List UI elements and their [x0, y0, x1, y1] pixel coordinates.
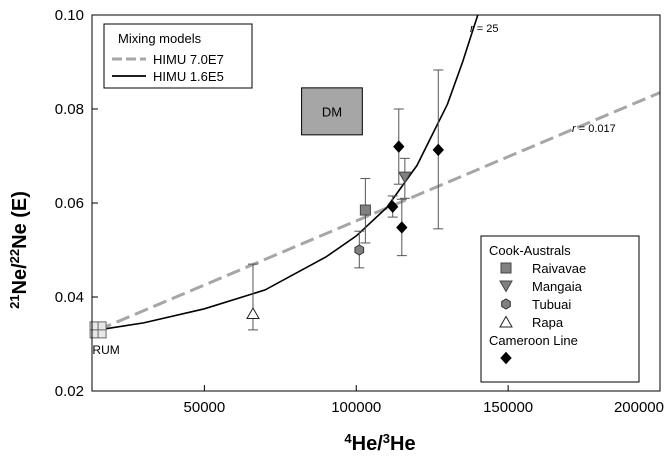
y-tick-label-4: 0.10 — [55, 7, 84, 24]
axes: 50000 100000 150000 200000 0.02 0.04 0.06 0.08 0… — [55, 7, 664, 416]
curve-label-r-25-value: = 25 — [474, 23, 499, 35]
sample-legend-group-title-0: Cook-Australs — [489, 243, 571, 258]
curve-label-r-0017-italic: r — [572, 123, 577, 135]
y-axis-title-part-a: Ne/ — [9, 263, 31, 295]
y-axis-title-part-b: Ne (E) — [9, 191, 31, 249]
rapa-point-0 — [246, 306, 260, 319]
mixing-curve-himu-7-0e7 — [97, 91, 660, 332]
cameroon-line-point-3 — [432, 143, 444, 157]
sample-legend-marker-0-2 — [501, 298, 511, 310]
curve-label-r-25-italic: r — [470, 23, 475, 35]
x-tick-label-2: 150000 — [483, 399, 533, 416]
y-tick-label-3: 0.08 — [55, 101, 84, 118]
mixing-curve-himu-1-6e5 — [97, 15, 479, 331]
x-tick-label-3: 200000 — [614, 399, 664, 416]
sample-legend-marker-0-3 — [499, 315, 513, 328]
cameroon-line-point-2 — [396, 221, 408, 234]
curve-label-r-0017-value: = 0.017 — [576, 123, 616, 135]
x-tick-label-0: 50000 — [184, 399, 226, 416]
sample-legend-label-0-0: Raivavae — [532, 261, 586, 276]
mixing-legend-label-1: HIMU 1.6E5 — [153, 69, 224, 84]
x-axis-title-part-b: He — [390, 433, 416, 455]
dm-endmember-box — [301, 87, 363, 136]
sample-legend-marker-0-0 — [500, 262, 512, 274]
sample-legend-group-title-1: Cameroon Line — [489, 333, 578, 348]
y-axis-title: 21Ne/22Ne (E) — [7, 191, 31, 309]
mixing-legend-box — [103, 23, 253, 89]
cameroon-line-point-1 — [387, 200, 399, 214]
y-tick-label-1: 0.04 — [55, 289, 84, 306]
y-tick-label-2: 0.06 — [55, 195, 84, 212]
mixing-models-legend: Mixing models HIMU 7.0E7 HIMU 1.6E5 — [103, 23, 253, 89]
sample-legend-marker-0-1 — [499, 280, 513, 293]
mixing-legend-title: Mixing models — [118, 31, 202, 46]
cameroon-line-point-0 — [393, 140, 405, 153]
rum-label: RUM — [92, 343, 119, 357]
sample-legend-marker-1-0 — [500, 351, 512, 365]
y-axis-title-sup2: 22 — [7, 249, 22, 263]
mangaia-point-0 — [397, 171, 412, 184]
sample-legend-label-0-1: Mangaia — [532, 279, 583, 294]
x-tick-label-1: 100000 — [331, 399, 381, 416]
tubuai-point-0 — [354, 244, 365, 256]
sample-legend: Cook-Australs Raivavae Mangaia Tubuai Rapa Ca… — [480, 235, 640, 383]
x-axis-title: 4He/3He — [344, 431, 415, 455]
x-axis-title-sup: 4 — [344, 431, 352, 446]
y-tick-label-0: 0.02 — [55, 383, 84, 400]
raivavae-point-0 — [359, 204, 371, 216]
dm-label: DM — [322, 104, 342, 119]
y-axis-title-sup: 21 — [7, 294, 22, 308]
curve-label-r-0017: r = 0.017 — [572, 123, 616, 135]
x-axis-title-sup2: 3 — [383, 431, 390, 446]
curve-label-r-25: r = 25 — [470, 23, 498, 35]
sample-legend-label-0-3: Rapa — [532, 315, 564, 330]
sample-legend-label-0-2: Tubuai — [532, 297, 571, 312]
mixing-legend-label-0: HIMU 7.0E7 — [153, 52, 224, 67]
x-axis-title-part-a: He/ — [352, 433, 384, 455]
